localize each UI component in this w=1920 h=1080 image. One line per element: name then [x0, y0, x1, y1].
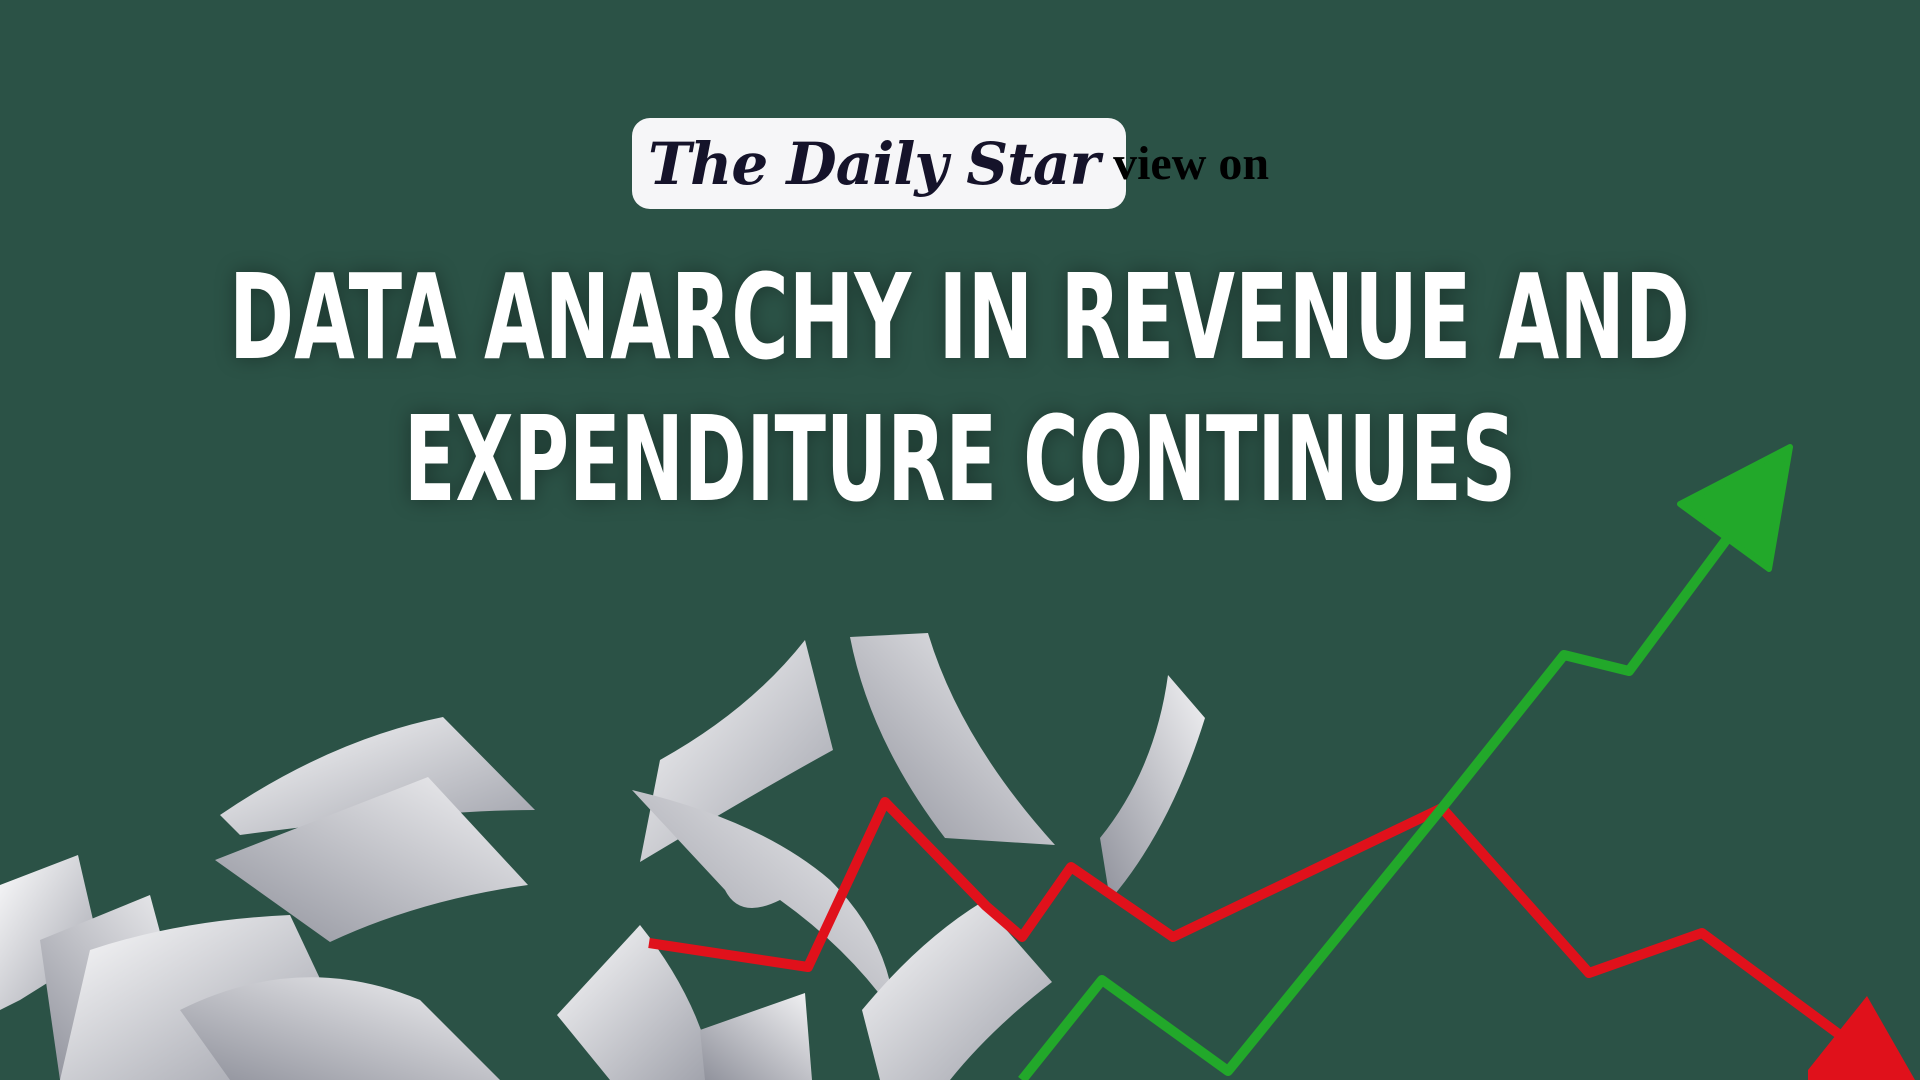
flying-papers-icon: [0, 633, 1205, 1080]
logo-badge: The Daily Star view on: [632, 118, 1269, 209]
rising-green-arrow-icon: [1018, 444, 1793, 1080]
headline-line-2: EXPENDITURE CONTINUES: [404, 390, 1516, 528]
headline-line-1: DATA ANARCHY IN REVENUE AND: [229, 248, 1690, 386]
falling-red-arrow-icon: [648, 797, 1915, 1080]
daily-star-logo: The Daily Star: [648, 129, 1100, 198]
logo-suffix: view on: [1113, 137, 1270, 190]
